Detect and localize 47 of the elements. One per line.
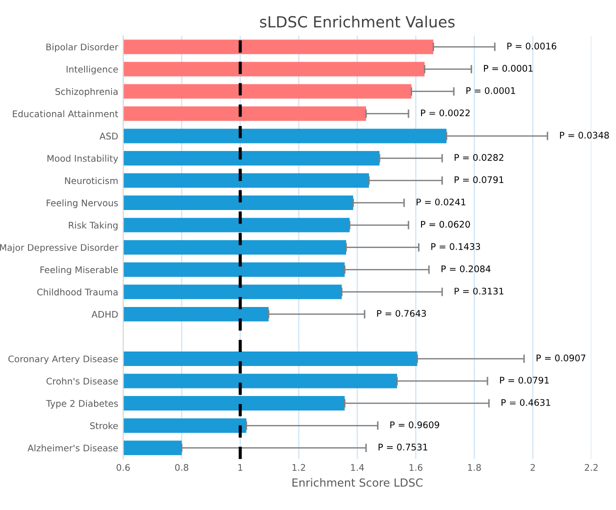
annotation: P = 0.1433 (431, 243, 480, 250)
annotation: P = 0.7531 (378, 444, 428, 450)
annotation: P = 0.0016 (507, 42, 556, 50)
y-tick-label: Feeling Nervous (46, 199, 118, 208)
annotation: P = 0.0022 (421, 109, 470, 116)
annotation: P = 0.0001 (466, 87, 516, 94)
x-tick-label: 2.2 (584, 464, 598, 471)
annotation: P = 0.0620 (421, 220, 470, 228)
y-tick-label: Feeling Miserable (40, 266, 118, 275)
y-tick-label: Schizophrenia (55, 88, 118, 97)
x-tick-label: 0.8 (175, 464, 188, 471)
annotation: P = 0.4631 (502, 399, 550, 406)
chart-title: sLDSC Enrichment Values (260, 16, 455, 28)
annotation: P = 0.0907 (536, 354, 586, 362)
annotation: P = 0.0348 (560, 132, 609, 139)
x-tick-label: 1 (238, 464, 242, 471)
y-tick-label: Risk Taking (68, 222, 118, 230)
y-tick-label: Childhood Trauma (37, 288, 118, 296)
x-tick-label: 1.2 (292, 464, 306, 471)
annotation: P = 0.0282 (454, 154, 504, 161)
x-tick-label: 1.8 (468, 464, 481, 471)
y-tick-label: Major Depressive Disorder (0, 244, 118, 253)
y-tick-label: Educational Attainment (12, 110, 118, 118)
x-tick-label: 1.6 (410, 464, 422, 471)
y-tick-label: Intelligence (66, 66, 118, 74)
annotation: P = 0.2084 (442, 265, 490, 272)
annotation: P = 0.0791 (500, 376, 549, 384)
y-tick-label: Alzheimer's Disease (28, 444, 118, 452)
x-tick-label: 2 (530, 464, 535, 471)
y-tick-label: Crohn's Disease (46, 378, 118, 385)
x-axis-title: Enrichment Score LDSC (292, 478, 423, 487)
annotation: P = 0.0241 (416, 198, 466, 206)
annotation: P = 0.7643 (377, 310, 426, 317)
y-tick-label: Coronary Artery Disease (8, 355, 118, 364)
x-tick-label: 0.6 (116, 464, 130, 471)
annotation: P = 0.3131 (454, 288, 504, 295)
annotation: P = 0.9609 (390, 421, 440, 428)
x-tick-label: 1.4 (351, 464, 364, 471)
annotation: P = 0.0791 (454, 176, 504, 184)
y-tick-label: Type 2 Diabetes (46, 400, 118, 409)
y-tick-label: ASD (100, 132, 118, 140)
y-tick-label: Mood Instability (47, 154, 118, 164)
annotation: P = 0.0001 (484, 64, 533, 72)
y-tick-label: ADHD (92, 311, 118, 318)
y-tick-label: Neuroticism (65, 177, 118, 184)
y-tick-label: Bipolar Disorder (46, 43, 118, 52)
y-tick-label: Stroke (90, 422, 118, 430)
